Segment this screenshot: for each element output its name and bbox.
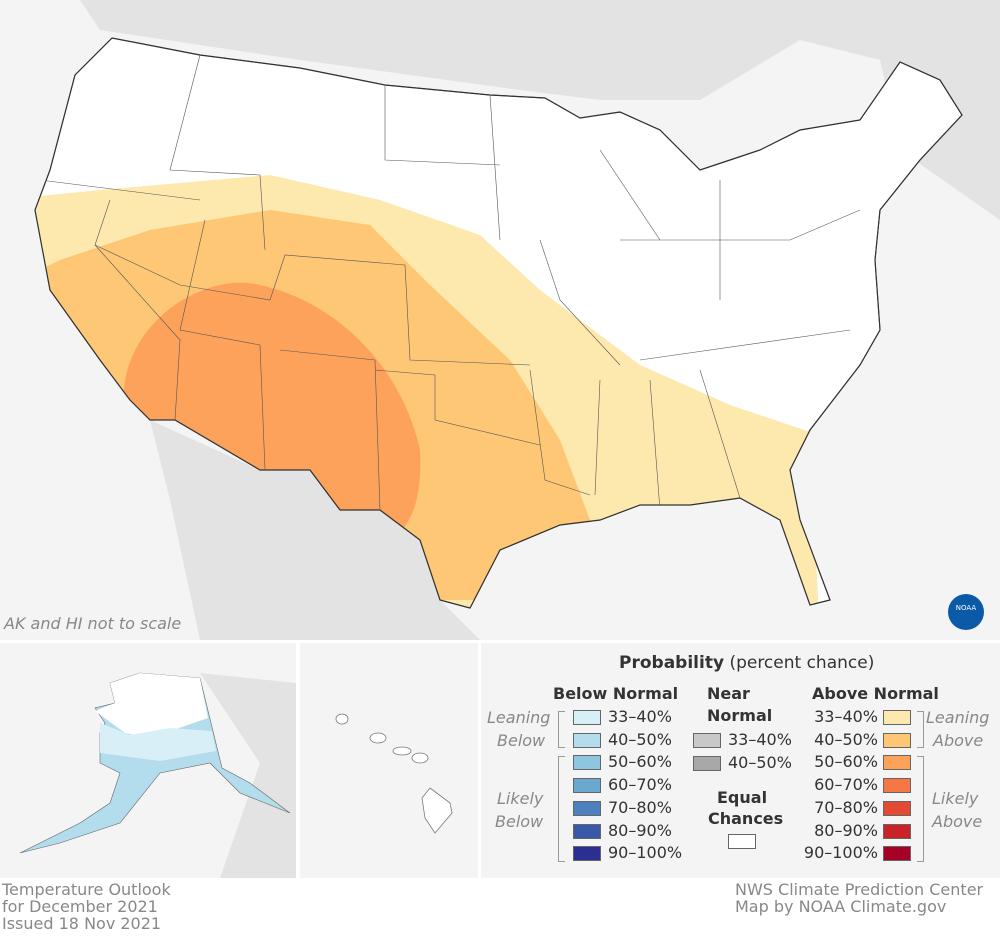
below-swatch [573,732,601,748]
below-swatch [573,755,601,771]
above-heading: Above Normal [812,684,939,703]
below-label: 40–50% [608,729,672,749]
near-label: 40–50% [728,752,792,772]
below-swatch [573,710,601,725]
alaska-inset [0,643,296,878]
above-label: 80–90% [814,820,878,840]
canada-land [0,0,1000,220]
near-label: 33–40% [728,730,792,749]
legend-title: Probability [619,653,725,673]
noaa-logo [948,594,984,630]
above-swatch [883,755,911,771]
above-swatch [883,800,911,816]
below-label: 50–60% [608,752,672,772]
below-label: 60–70% [608,775,672,795]
below-label: 80–90% [608,820,672,840]
state-borders [39,54,861,511]
equal-chances-swatch [728,834,756,849]
above-label: 90–100% [803,843,878,863]
legend: Probability (percent chance) Below Norma… [481,643,1000,878]
footer-right: NWS Climate Prediction Center Map by NOAA… [735,880,984,916]
above-label: 40–50% [814,729,878,749]
mexico-land [150,420,480,640]
footer-left: Temperature Outlook for December 2021 Issu… [2,880,171,933]
above-label: 50–60% [814,752,878,772]
above-label: 33–40% [814,707,878,726]
below-label: 90–100% [608,843,683,863]
above-swatch [883,778,911,794]
above-50-60-region [123,282,421,540]
above-swatch [883,732,911,748]
below-swatch [573,778,601,794]
above-swatch [883,846,911,862]
below-label: 70–80% [608,797,672,817]
scale-note: AK and HI not to scale [4,614,182,633]
below-swatch [573,846,601,862]
below-label: 33–40% [608,707,672,726]
above-swatch [883,823,911,839]
above-label: 60–70% [814,775,878,795]
below-swatch [573,800,601,816]
svg-text:NOAA: NOAA [956,604,977,612]
conus-map: NOAA [0,0,1000,640]
near-swatch [693,733,721,748]
near-swatch [693,755,721,771]
hawaii-inset [300,643,478,878]
above-swatch [883,710,911,725]
above-label: 70–80% [814,797,878,817]
below-heading: Below Normal [553,684,679,703]
below-swatch [573,823,601,839]
